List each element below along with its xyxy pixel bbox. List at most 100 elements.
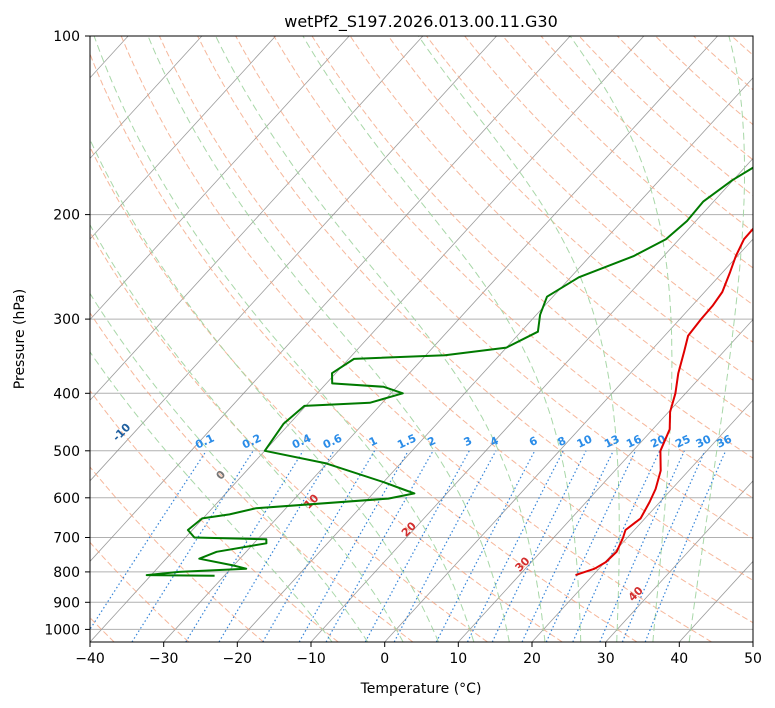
x-tick-label: 30 (597, 651, 615, 667)
mixing-ratio-line (185, 450, 304, 642)
y-tick-label: 200 (53, 208, 80, 224)
y-tick-label: 300 (53, 312, 80, 328)
dry-adiabat-line (578, 36, 753, 197)
plot-frame (89, 35, 754, 643)
moist-adiabat-line (215, 36, 546, 642)
isotherm-line (531, 399, 753, 642)
x-tick-label: −10 (296, 651, 326, 667)
mixing-ratio-line (545, 450, 637, 642)
y-axis-label: Pressure (hPa) (12, 289, 28, 389)
x-tick-label: −40 (75, 651, 105, 667)
dry-adiabat-label: -20 (25, 385, 48, 408)
isotherm-line (458, 318, 753, 642)
mixing-ratio-label: 25 (673, 433, 692, 451)
mixing-ratio-line (298, 450, 409, 642)
mixing-ratio-line (466, 450, 564, 642)
temperature-profile-line (575, 227, 753, 577)
mixing-ratio-line (325, 450, 434, 642)
mixing-ratio-label: 13 (602, 433, 621, 451)
isotherm-line (605, 480, 753, 642)
y-tick-label: 500 (53, 444, 80, 460)
y-tick-label: 400 (53, 386, 80, 402)
mixing-ratio-label: 36 (715, 432, 735, 450)
y-tick-label: 700 (53, 531, 80, 547)
isotherm-line (90, 36, 645, 642)
y-tick-label: 100 (53, 29, 80, 45)
mixing-ratio-line (521, 450, 614, 642)
mixing-ratio-line (572, 450, 661, 642)
mixing-ratio-label: 1.5 (395, 432, 418, 452)
dry-adiabat-label: -10 (110, 420, 133, 443)
y-tick-label: 1000 (44, 622, 80, 638)
x-tick-label: 20 (523, 651, 541, 667)
mixing-ratio-label: 0.1 (193, 432, 216, 452)
dry-adiabat-line (235, 36, 753, 540)
x-tick-label: −30 (149, 651, 179, 667)
isotherm-line (752, 641, 753, 642)
dry-adiabat-line (120, 36, 712, 642)
mixing-ratio-line (364, 450, 470, 642)
mixing-ratio-line (621, 450, 706, 642)
moist-adiabat-line (90, 223, 404, 642)
dry-adiabat-line (502, 36, 753, 269)
dry-adiabat-line (693, 36, 753, 91)
moist-adiabat-line (147, 36, 510, 642)
dry-adiabat-line (90, 541, 190, 642)
axes: −40 −30 −20 −10 0 10 20 30 40 5010020030040050060… (44, 29, 762, 667)
y-tick-label: 600 (53, 491, 80, 507)
moist-adiabat-line (90, 351, 333, 642)
moist-adiabat-line (569, 36, 673, 642)
x-tick-label: 10 (449, 651, 467, 667)
isotherm-line (237, 77, 753, 642)
mixing-ratio-label: 6 (527, 434, 540, 449)
moist-adiabat-line (302, 36, 582, 642)
dry-adiabat-line (90, 52, 638, 642)
mixing-ratio-label: 2 (425, 434, 437, 449)
mixing-ratio-line (599, 450, 685, 642)
mixing-ratio-label: 10 (575, 432, 595, 450)
mixing-ratio-label: 16 (624, 432, 644, 450)
isotherm-line (90, 36, 276, 240)
dry-adiabat-label: 10 (301, 491, 321, 511)
isotherm-line (90, 36, 203, 160)
mixing-ratio-label: 30 (694, 432, 714, 450)
dry-adiabat-line (426, 36, 753, 343)
mixing-ratio-label: 0.4 (290, 431, 313, 451)
moist-adiabat-line (688, 36, 745, 642)
mixing-ratio-line (131, 450, 254, 642)
dry-adiabat-line (387, 36, 753, 381)
mixing-ratio-line (435, 450, 536, 642)
dry-adiabat-line (90, 389, 339, 642)
x-tick-label: 0 (380, 651, 389, 667)
y-tick-label: 800 (53, 565, 80, 581)
mixing-ratio-line (644, 450, 727, 642)
x-axis-label: Temperature (°C) (360, 681, 482, 697)
isotherm-line (679, 560, 753, 642)
dry-adiabat-line (197, 36, 753, 581)
chart-title: wetPf2_S197.2026.013.00.11.G30 (284, 12, 558, 32)
dewpoint-profile-line (145, 166, 753, 577)
mixing-ratio-label: 1 (367, 434, 379, 449)
y-tick-label: 900 (53, 595, 80, 611)
moist-adiabat-line (90, 292, 369, 642)
mixing-ratio-label: 3 (462, 434, 474, 449)
isotherm-line (90, 36, 571, 562)
moist-adiabat-line (93, 36, 475, 642)
dry-adiabat-line (616, 36, 753, 161)
x-tick-label: −20 (223, 651, 253, 667)
dry-adiabat-line (464, 36, 753, 306)
mixing-ratio-line (491, 450, 587, 642)
isotherm-line (90, 36, 350, 321)
dry-adiabat-label: 20 (399, 519, 419, 539)
dry-adiabat-line (90, 466, 264, 642)
x-tick-label: 40 (670, 651, 688, 667)
isotherm-line (163, 36, 718, 642)
isotherm-line (90, 36, 424, 401)
mixing-ratio-line (218, 450, 335, 642)
dry-adiabat-line (655, 36, 753, 126)
x-tick-label: 50 (744, 651, 762, 667)
isotherm-line (90, 36, 497, 482)
dry-adiabat-line (540, 36, 753, 233)
